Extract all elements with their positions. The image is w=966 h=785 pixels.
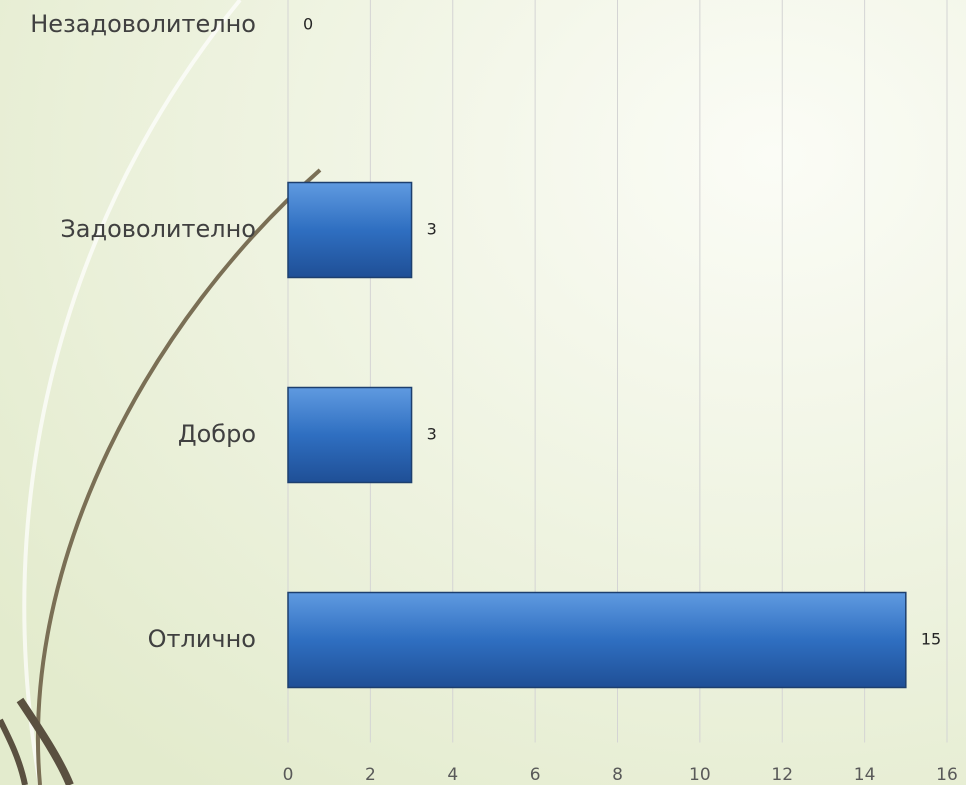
value-label: 15 [921,630,941,649]
value-label: 3 [427,220,437,239]
x-tick-label: 16 [936,765,958,785]
x-tick-label: 14 [854,765,876,785]
x-tick-label: 10 [689,765,711,785]
bar [288,183,412,278]
value-label: 0 [303,15,313,34]
bar [288,388,412,483]
y-tick-label: Незадоволително [30,10,256,38]
x-tick-label: 4 [447,765,458,785]
x-tick-label: 12 [771,765,793,785]
y-tick-label: Задоволително [60,215,256,243]
bar [288,593,906,688]
x-tick-label: 2 [365,765,376,785]
x-tick-label: 6 [530,765,541,785]
y-tick-label: Добро [178,420,256,448]
x-tick-label: 0 [283,765,294,785]
x-tick-label: 8 [612,765,623,785]
value-label: 3 [427,425,437,444]
chart: 0 2 4 6 8 10 12 14 16 Незадоволително 0 Задоволител… [0,0,966,785]
y-tick-label: Отлично [148,625,256,653]
